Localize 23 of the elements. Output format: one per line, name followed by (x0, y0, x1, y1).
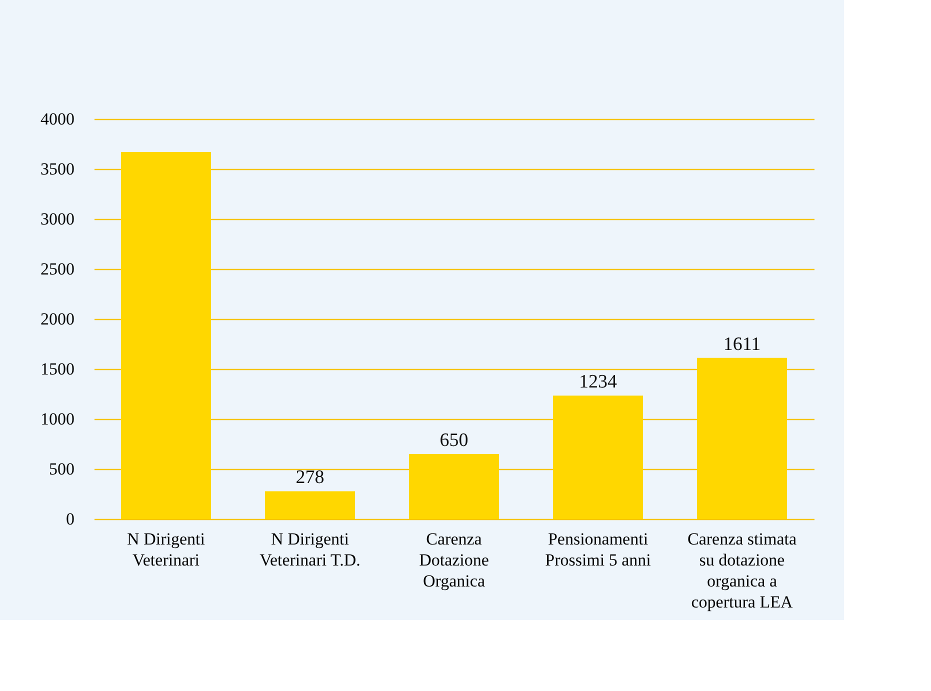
data-label: 650 (440, 430, 468, 451)
data-label: 278 (296, 467, 324, 488)
y-tick-label: 500 (49, 460, 74, 478)
data-label: 1611 (723, 334, 761, 355)
x-tick-label: Carenza stimata su dotazione organica a copertura LEA (687, 530, 797, 612)
x-tick-label: Carenza Dotazione Organica (419, 530, 489, 590)
data-label: 1234 (579, 372, 618, 393)
y-tick-label: 2000 (40, 310, 74, 328)
y-tick-label: 1500 (40, 360, 74, 378)
y-tick-label: 3000 (40, 210, 74, 228)
x-tick-label: N Dirigenti Veterinari (127, 530, 206, 570)
bar (697, 358, 787, 519)
bar (409, 454, 499, 519)
bar (553, 396, 643, 519)
y-tick-label: 1000 (40, 410, 74, 428)
y-tick-label: 4000 (40, 110, 74, 128)
y-tick-label: 3500 (40, 160, 74, 178)
x-tick-label: Pensionamenti Prossimi 5 anni (545, 530, 652, 570)
x-tick-label: N Dirigenti Veterinari T.D. (260, 530, 360, 570)
bar (265, 491, 355, 519)
bar (121, 152, 211, 519)
y-tick-label: 0 (66, 510, 74, 528)
y-tick-label: 2500 (40, 260, 74, 278)
